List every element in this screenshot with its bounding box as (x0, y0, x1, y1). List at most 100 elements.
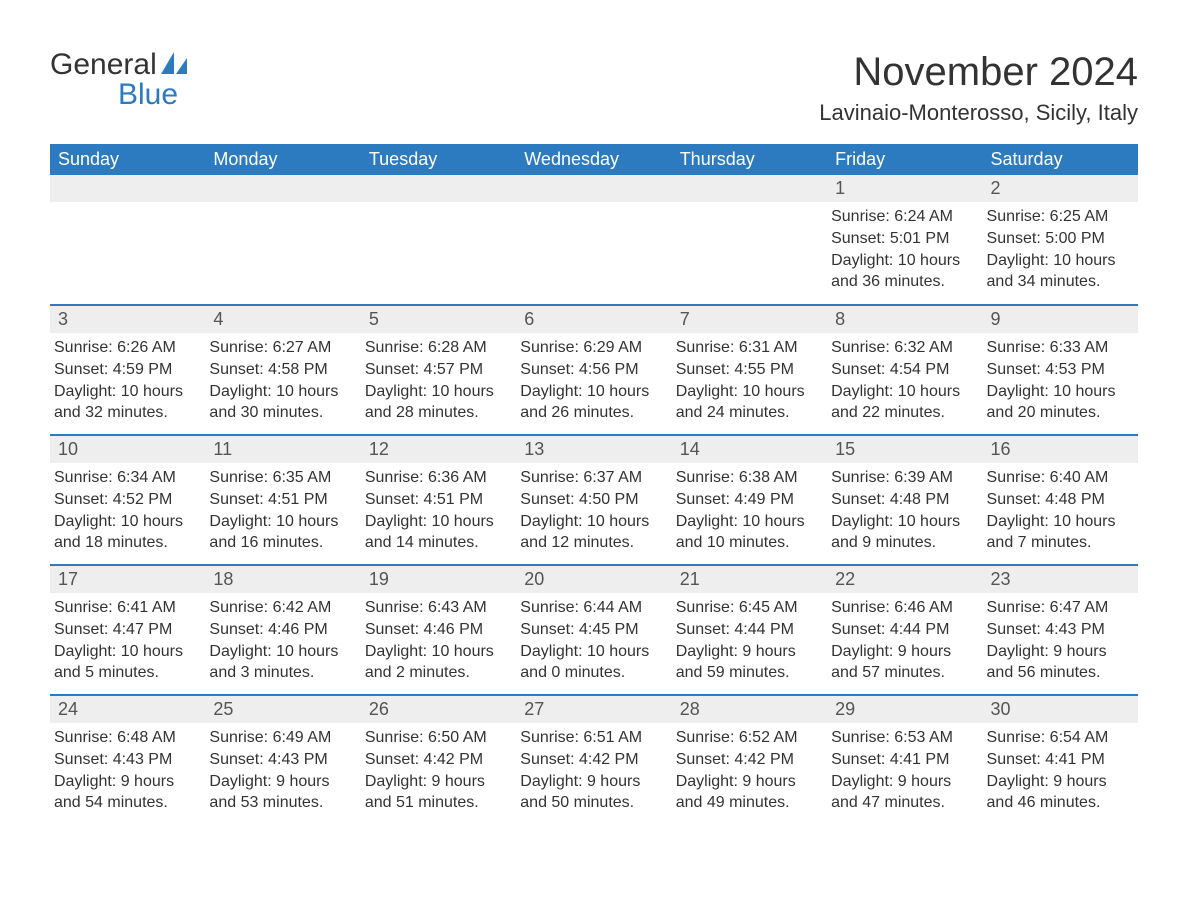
day-data: Sunrise: 6:52 AMSunset: 4:42 PMDaylight:… (672, 723, 827, 817)
day-data: Sunrise: 6:49 AMSunset: 4:43 PMDaylight:… (205, 723, 360, 817)
sunrise-line: Sunrise: 6:26 AM (54, 337, 199, 359)
sunset-line: Sunset: 4:51 PM (209, 489, 354, 511)
calendar-cell: 4Sunrise: 6:27 AMSunset: 4:58 PMDaylight… (205, 305, 360, 435)
sunset-line: Sunset: 4:45 PM (520, 619, 665, 641)
calendar-cell: 2Sunrise: 6:25 AMSunset: 5:00 PMDaylight… (983, 175, 1138, 305)
sunset-line: Sunset: 4:42 PM (520, 749, 665, 771)
day-number: 22 (827, 566, 982, 593)
day-number: 24 (50, 696, 205, 723)
calendar-cell: 24Sunrise: 6:48 AMSunset: 4:43 PMDayligh… (50, 695, 205, 825)
sunrise-line: Sunrise: 6:31 AM (676, 337, 821, 359)
day-data: Sunrise: 6:50 AMSunset: 4:42 PMDaylight:… (361, 723, 516, 817)
location: Lavinaio-Monterosso, Sicily, Italy (819, 100, 1138, 126)
calendar-cell: 14Sunrise: 6:38 AMSunset: 4:49 PMDayligh… (672, 435, 827, 565)
day-data: Sunrise: 6:44 AMSunset: 4:45 PMDaylight:… (516, 593, 671, 687)
day-number: 6 (516, 306, 671, 333)
daylight-line: Daylight: 10 hours and 10 minutes. (676, 511, 821, 554)
daylight-line: Daylight: 10 hours and 36 minutes. (831, 250, 976, 293)
calendar-cell: 17Sunrise: 6:41 AMSunset: 4:47 PMDayligh… (50, 565, 205, 695)
day-number: 8 (827, 306, 982, 333)
daylight-line: Daylight: 10 hours and 18 minutes. (54, 511, 199, 554)
sunset-line: Sunset: 4:43 PM (54, 749, 199, 771)
calendar-cell: 8Sunrise: 6:32 AMSunset: 4:54 PMDaylight… (827, 305, 982, 435)
calendar-cell (516, 175, 671, 305)
calendar-cell: 15Sunrise: 6:39 AMSunset: 4:48 PMDayligh… (827, 435, 982, 565)
day-data: Sunrise: 6:31 AMSunset: 4:55 PMDaylight:… (672, 333, 827, 427)
weekday-header: Thursday (672, 144, 827, 175)
calendar-page: General Blue November 2024 Lavinaio-Mont… (0, 0, 1188, 855)
day-data: Sunrise: 6:45 AMSunset: 4:44 PMDaylight:… (672, 593, 827, 687)
calendar-body: 1Sunrise: 6:24 AMSunset: 5:01 PMDaylight… (50, 175, 1138, 825)
weekday-header: Sunday (50, 144, 205, 175)
sunrise-line: Sunrise: 6:39 AM (831, 467, 976, 489)
sunset-line: Sunset: 4:47 PM (54, 619, 199, 641)
day-data: Sunrise: 6:42 AMSunset: 4:46 PMDaylight:… (205, 593, 360, 687)
calendar-cell: 27Sunrise: 6:51 AMSunset: 4:42 PMDayligh… (516, 695, 671, 825)
sunset-line: Sunset: 4:55 PM (676, 359, 821, 381)
sunset-line: Sunset: 4:46 PM (209, 619, 354, 641)
daylight-line: Daylight: 10 hours and 14 minutes. (365, 511, 510, 554)
calendar-cell: 30Sunrise: 6:54 AMSunset: 4:41 PMDayligh… (983, 695, 1138, 825)
sunrise-line: Sunrise: 6:37 AM (520, 467, 665, 489)
calendar-cell: 12Sunrise: 6:36 AMSunset: 4:51 PMDayligh… (361, 435, 516, 565)
sunrise-line: Sunrise: 6:53 AM (831, 727, 976, 749)
day-number: 11 (205, 436, 360, 463)
sunset-line: Sunset: 4:43 PM (209, 749, 354, 771)
daylight-line: Daylight: 10 hours and 2 minutes. (365, 641, 510, 684)
sunset-line: Sunset: 4:48 PM (987, 489, 1132, 511)
calendar-cell: 18Sunrise: 6:42 AMSunset: 4:46 PMDayligh… (205, 565, 360, 695)
sunrise-line: Sunrise: 6:40 AM (987, 467, 1132, 489)
daylight-line: Daylight: 10 hours and 12 minutes. (520, 511, 665, 554)
calendar-cell (205, 175, 360, 305)
day-data: Sunrise: 6:48 AMSunset: 4:43 PMDaylight:… (50, 723, 205, 817)
calendar-cell: 19Sunrise: 6:43 AMSunset: 4:46 PMDayligh… (361, 565, 516, 695)
day-number: 4 (205, 306, 360, 333)
day-data: Sunrise: 6:29 AMSunset: 4:56 PMDaylight:… (516, 333, 671, 427)
sunrise-line: Sunrise: 6:29 AM (520, 337, 665, 359)
sunrise-line: Sunrise: 6:52 AM (676, 727, 821, 749)
day-number: 16 (983, 436, 1138, 463)
day-number: 23 (983, 566, 1138, 593)
sunrise-line: Sunrise: 6:27 AM (209, 337, 354, 359)
day-number: 9 (983, 306, 1138, 333)
logo: General Blue (50, 50, 187, 110)
sunset-line: Sunset: 4:44 PM (831, 619, 976, 641)
sunset-line: Sunset: 4:41 PM (831, 749, 976, 771)
sunset-line: Sunset: 4:53 PM (987, 359, 1132, 381)
sunset-line: Sunset: 4:42 PM (365, 749, 510, 771)
day-data: Sunrise: 6:37 AMSunset: 4:50 PMDaylight:… (516, 463, 671, 557)
calendar-cell: 29Sunrise: 6:53 AMSunset: 4:41 PMDayligh… (827, 695, 982, 825)
day-number: 28 (672, 696, 827, 723)
sunrise-line: Sunrise: 6:42 AM (209, 597, 354, 619)
sunrise-line: Sunrise: 6:44 AM (520, 597, 665, 619)
sunrise-line: Sunrise: 6:48 AM (54, 727, 199, 749)
daylight-line: Daylight: 9 hours and 53 minutes. (209, 771, 354, 814)
calendar-cell: 20Sunrise: 6:44 AMSunset: 4:45 PMDayligh… (516, 565, 671, 695)
day-data: Sunrise: 6:34 AMSunset: 4:52 PMDaylight:… (50, 463, 205, 557)
sunrise-line: Sunrise: 6:25 AM (987, 206, 1132, 228)
sunrise-line: Sunrise: 6:38 AM (676, 467, 821, 489)
sunrise-line: Sunrise: 6:32 AM (831, 337, 976, 359)
logo-text-general: General (50, 48, 157, 81)
header: General Blue November 2024 Lavinaio-Mont… (50, 50, 1138, 126)
daylight-line: Daylight: 9 hours and 47 minutes. (831, 771, 976, 814)
sunset-line: Sunset: 5:00 PM (987, 228, 1132, 250)
daylight-line: Daylight: 10 hours and 28 minutes. (365, 381, 510, 424)
daylight-line: Daylight: 9 hours and 57 minutes. (831, 641, 976, 684)
day-data: Sunrise: 6:32 AMSunset: 4:54 PMDaylight:… (827, 333, 982, 427)
weekday-header: Saturday (983, 144, 1138, 175)
daylight-line: Daylight: 9 hours and 59 minutes. (676, 641, 821, 684)
sunrise-line: Sunrise: 6:46 AM (831, 597, 976, 619)
sunrise-line: Sunrise: 6:41 AM (54, 597, 199, 619)
day-number: 30 (983, 696, 1138, 723)
daylight-line: Daylight: 10 hours and 16 minutes. (209, 511, 354, 554)
calendar-cell: 13Sunrise: 6:37 AMSunset: 4:50 PMDayligh… (516, 435, 671, 565)
daylight-line: Daylight: 10 hours and 9 minutes. (831, 511, 976, 554)
sunrise-line: Sunrise: 6:47 AM (987, 597, 1132, 619)
day-number: 1 (827, 175, 982, 202)
sunrise-line: Sunrise: 6:33 AM (987, 337, 1132, 359)
day-data: Sunrise: 6:39 AMSunset: 4:48 PMDaylight:… (827, 463, 982, 557)
day-number: 12 (361, 436, 516, 463)
day-number: 13 (516, 436, 671, 463)
sunrise-line: Sunrise: 6:24 AM (831, 206, 976, 228)
